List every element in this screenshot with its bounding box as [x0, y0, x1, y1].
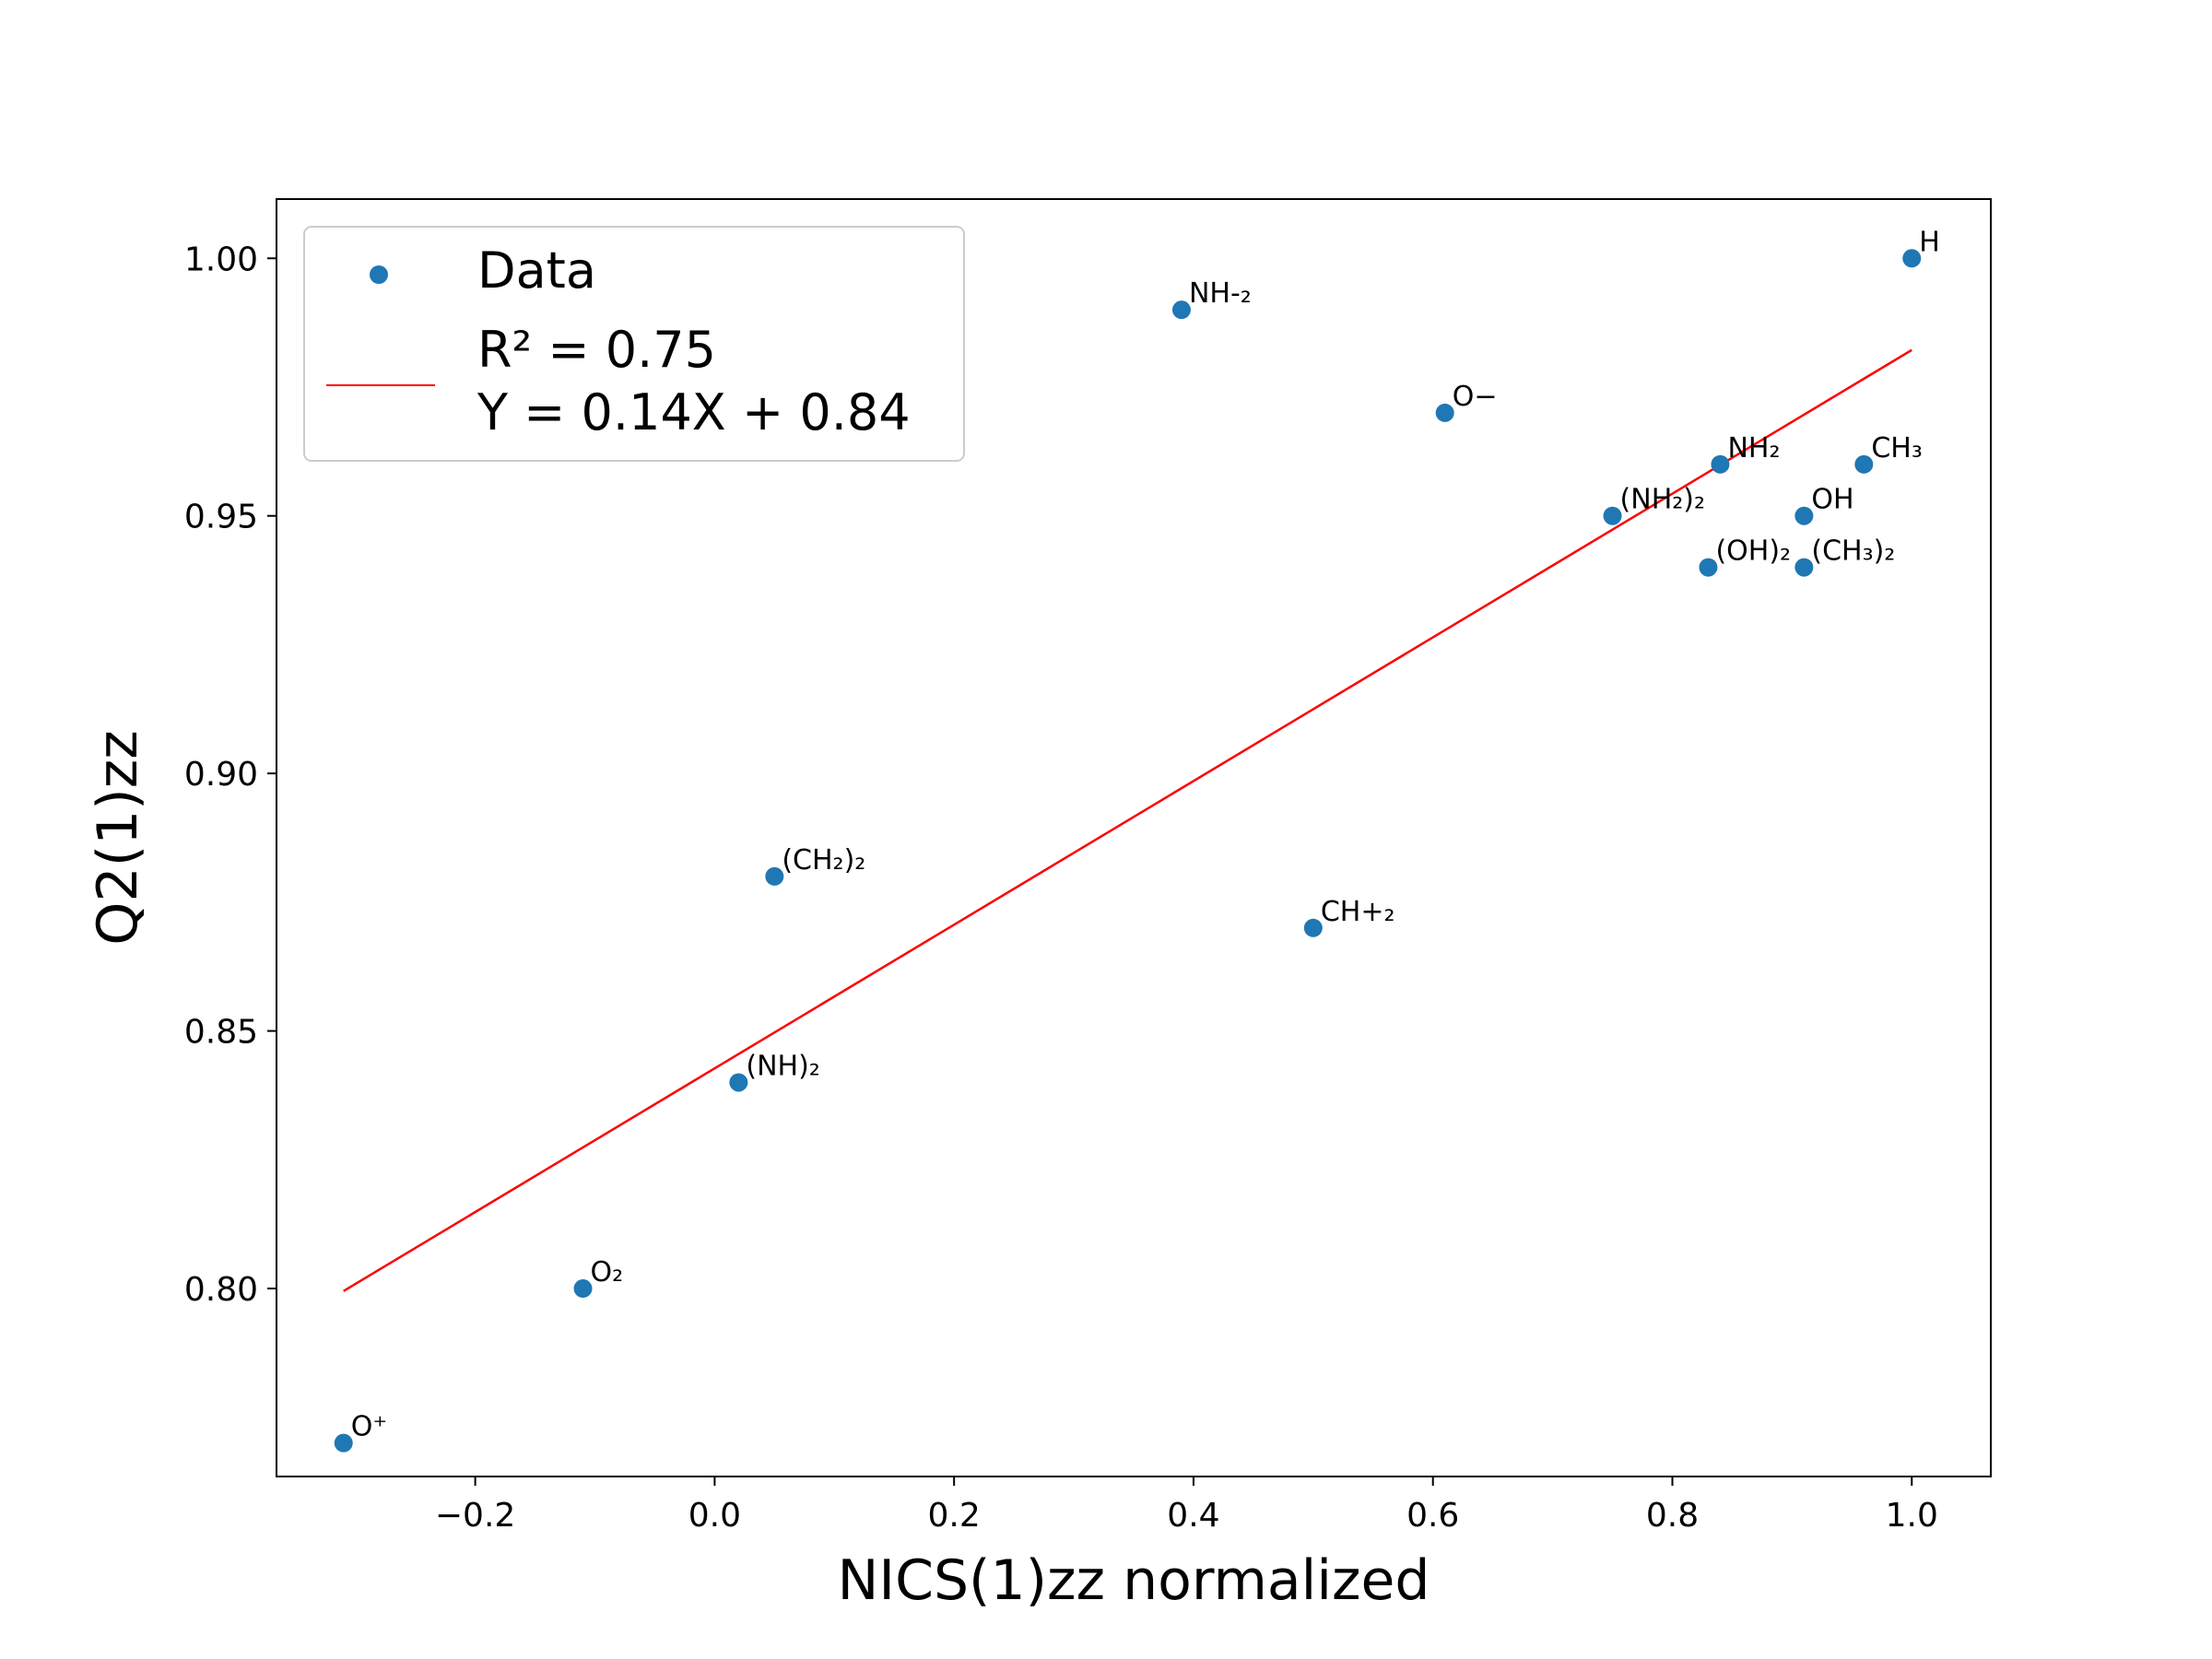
- data-point-label: O−: [1453, 381, 1498, 413]
- data-point-label: (CH₂)₂: [782, 844, 865, 877]
- legend-label-fit-equation: Y = 0.14X + 0.84: [477, 383, 911, 441]
- data-point: [1171, 300, 1191, 320]
- x-tick-label: 0.0: [688, 1497, 741, 1535]
- legend-marker-data: [370, 265, 388, 284]
- data-point-label: (CH₃)₂: [1811, 535, 1895, 568]
- data-point-label: NH-₂: [1189, 277, 1252, 310]
- x-tick-label: 0.4: [1167, 1497, 1219, 1535]
- fit-line-layer: [343, 348, 1912, 1292]
- data-point: [1603, 506, 1622, 525]
- x-axis-label: NICS(1)zz normalized: [837, 1548, 1430, 1613]
- legend-label-data: Data: [477, 241, 596, 300]
- y-tick-label: 0.85: [184, 1014, 258, 1052]
- data-point: [765, 866, 784, 886]
- data-point: [1711, 454, 1730, 474]
- data-point: [1794, 506, 1814, 525]
- legend-box: [303, 226, 965, 462]
- x-tick-label: 0.2: [928, 1497, 981, 1535]
- x-axis: −0.2 0.0 0.2 0.4 0.6 0.8 1.0: [435, 1477, 1938, 1535]
- plot-frame: [276, 198, 1992, 1477]
- data-point-label: OH: [1811, 484, 1853, 516]
- data-point-label: CH₃: [1871, 432, 1923, 465]
- x-tick-label: −0.2: [435, 1497, 515, 1535]
- data-point: [1699, 558, 1718, 577]
- y-tick-label: 1.00: [184, 241, 258, 278]
- y-tick-label: 0.90: [184, 756, 258, 794]
- y-tick-label: 0.95: [184, 499, 258, 536]
- data-point-label: (OH)₂: [1715, 535, 1791, 568]
- y-axis: 0.80 0.85 0.90 0.95 1.00: [184, 241, 276, 1309]
- legend-label-fit-r2: R² = 0.75: [477, 321, 716, 379]
- data-point: [1303, 918, 1323, 937]
- x-tick-label: 1.0: [1886, 1497, 1938, 1535]
- data-point: [334, 1433, 353, 1453]
- data-point: [573, 1279, 593, 1299]
- data-point-label: (NH₂)₂: [1620, 484, 1705, 516]
- data-point: [1794, 558, 1814, 577]
- fit-line: [343, 348, 1912, 1292]
- data-point: [1902, 249, 1922, 268]
- y-axis-label: Q2(1)zz: [86, 730, 150, 945]
- data-points-layer: [334, 249, 1922, 1453]
- data-point-label: (NH)₂: [746, 1050, 819, 1082]
- x-tick-label: 0.8: [1646, 1497, 1699, 1535]
- y-tick-label: 0.80: [184, 1271, 258, 1309]
- data-point: [1435, 403, 1454, 422]
- x-tick-label: 0.6: [1406, 1497, 1459, 1535]
- data-point-label: O⁺: [351, 1411, 387, 1443]
- point-labels-layer: H NH-₂ O− NH₂ CH₃ (NH₂)₂ OH (OH)₂ (CH₃)₂ (CH₂)₂ CH…: [351, 226, 1940, 1442]
- legend: Data R² = 0.75 Y = 0.14X + 0.84: [303, 226, 965, 462]
- data-point: [1854, 454, 1874, 474]
- data-point-label: NH₂: [1727, 432, 1780, 465]
- data-point-label: O₂: [591, 1256, 624, 1288]
- data-point: [729, 1073, 748, 1092]
- data-point-label: CH+₂: [1321, 896, 1395, 928]
- data-point-label: H: [1919, 226, 1940, 258]
